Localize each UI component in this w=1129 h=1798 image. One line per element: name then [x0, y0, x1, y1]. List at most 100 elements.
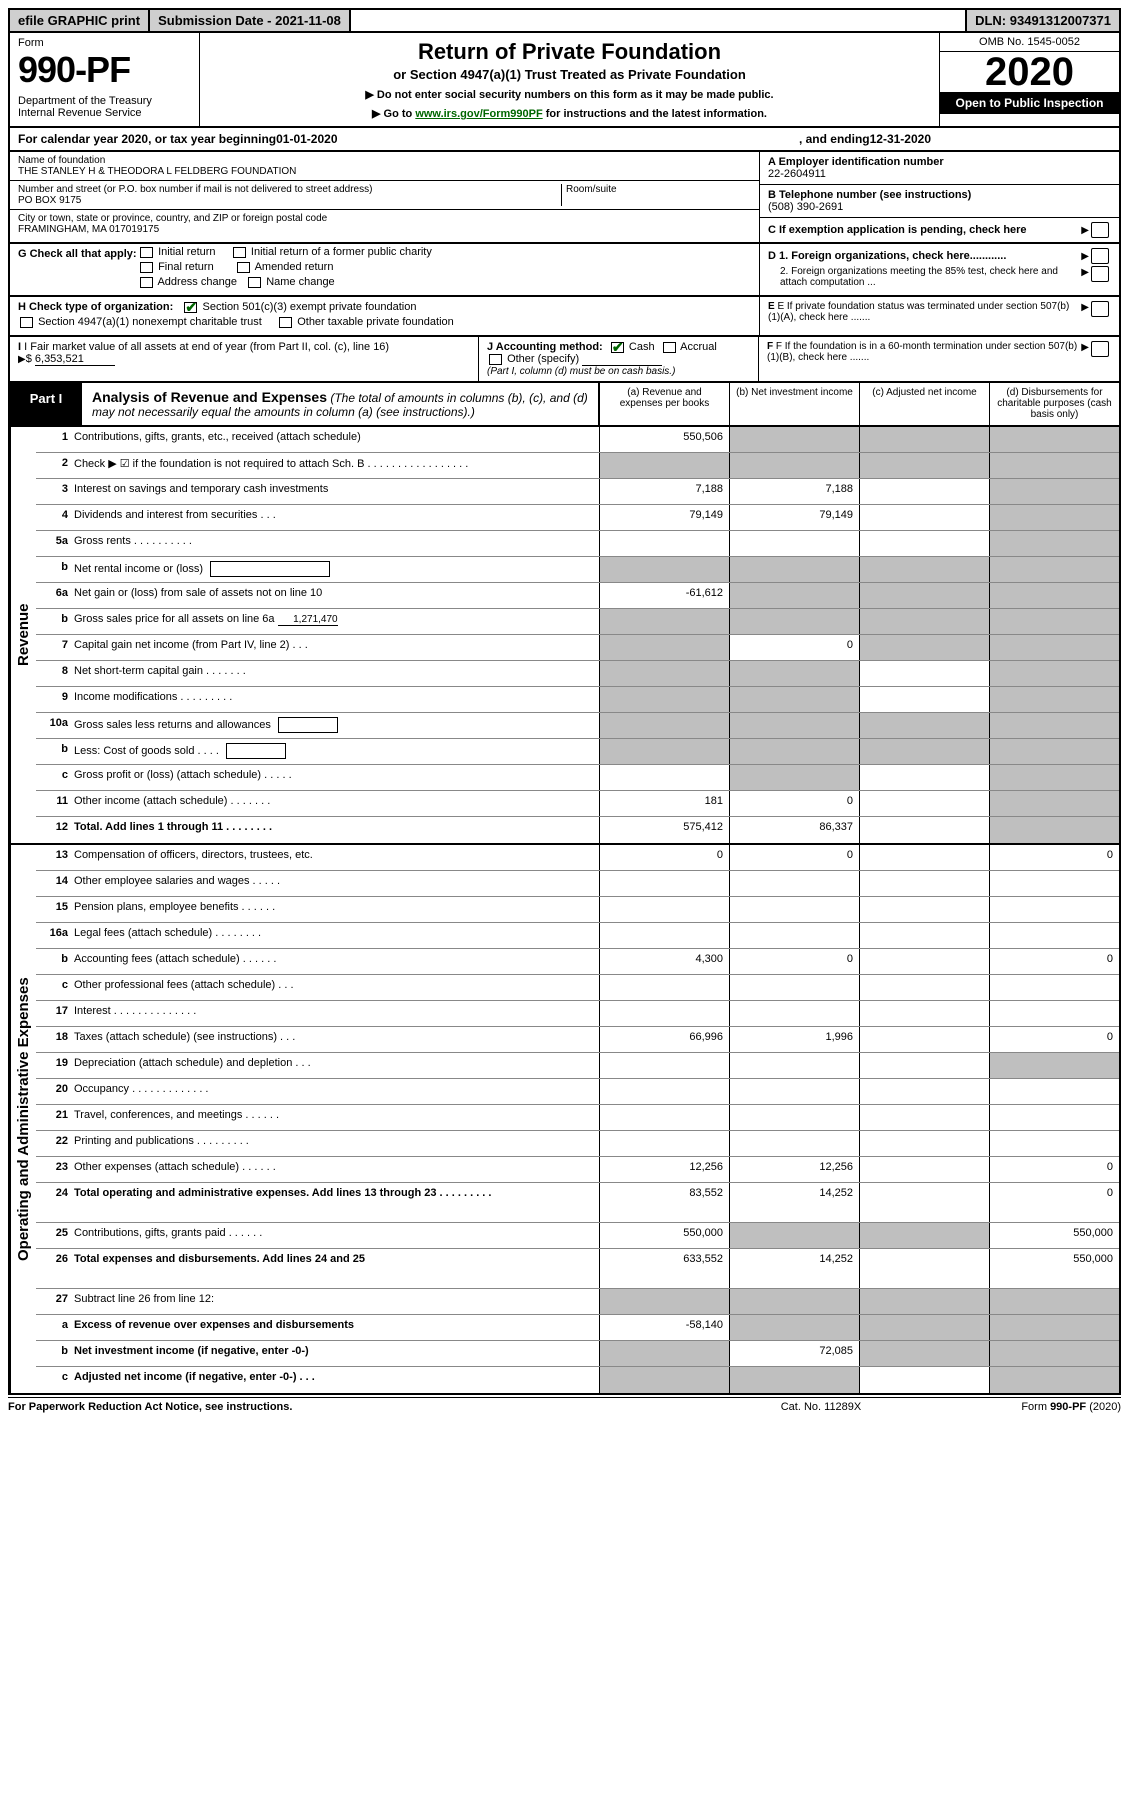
form-note-1: ▶ Do not enter social security numbers o… — [212, 88, 927, 101]
line-17-desc: Interest . . . . . . . . . . . . . . — [72, 1001, 599, 1026]
501c3-checkbox[interactable] — [184, 302, 197, 313]
f-checkbox[interactable] — [1091, 341, 1109, 357]
irs-link[interactable]: www.irs.gov/Form990PF — [415, 108, 542, 120]
d2-label: 2. Foreign organizations meeting the 85%… — [768, 266, 1081, 288]
line-11-desc: Other income (attach schedule) . . . . .… — [72, 791, 599, 816]
year-end: 12-31-2020 — [870, 132, 931, 146]
name-label: Name of foundation — [18, 155, 751, 166]
ijf-block: I I Fair market value of all assets at e… — [8, 337, 1121, 383]
g-label: G Check all that apply: — [18, 248, 137, 260]
line-15-desc: Pension plans, employee benefits . . . .… — [72, 897, 599, 922]
d2-checkbox[interactable] — [1091, 266, 1109, 282]
j-note: (Part I, column (d) must be on cash basi… — [487, 366, 750, 377]
col-d-header: (d) Disbursements for charitable purpose… — [989, 383, 1119, 425]
i-label: I Fair market value of all assets at end… — [24, 341, 389, 353]
line-10b-desc: Less: Cost of goods sold . . . . — [72, 739, 599, 764]
other-method-checkbox[interactable] — [489, 354, 502, 365]
line-27c-desc: Adjusted net income (if negative, enter … — [72, 1367, 599, 1393]
line-13-desc: Compensation of officers, directors, tru… — [72, 845, 599, 870]
line-24-desc: Total operating and administrative expen… — [72, 1183, 599, 1222]
phone-label: B Telephone number (see instructions) — [768, 189, 1111, 201]
dln-value: 93491312007371 — [1010, 13, 1111, 28]
4947a1-checkbox[interactable] — [20, 317, 33, 328]
revenue-side-label: Revenue — [10, 427, 36, 843]
arrow-icon — [1081, 224, 1089, 236]
page-footer: For Paperwork Reduction Act Notice, see … — [8, 1397, 1121, 1413]
addr-label: Number and street (or P.O. box number if… — [18, 184, 561, 195]
j-label: J Accounting method: — [487, 341, 603, 353]
cat-number: Cat. No. 11289X — [721, 1401, 921, 1413]
ein-value: 22-2604911 — [768, 168, 1111, 180]
address-change-checkbox[interactable] — [140, 277, 153, 288]
subdate-label: Submission Date - — [158, 13, 275, 28]
cash-checkbox[interactable] — [611, 342, 624, 353]
year-begin: 01-01-2020 — [276, 132, 337, 146]
form-header: Form 990-PF Department of the Treasury I… — [8, 33, 1121, 128]
final-return-checkbox[interactable] — [140, 262, 153, 273]
checks-block-he: H Check type of organization: Section 50… — [8, 297, 1121, 337]
phone-value: (508) 390-2691 — [768, 201, 1111, 213]
line-10a-desc: Gross sales less returns and allowances — [72, 713, 599, 738]
line-1-desc: Contributions, gifts, grants, etc., rece… — [72, 427, 599, 452]
form-number: 990-PF — [18, 49, 191, 91]
line-6b-desc: Gross sales price for all assets on line… — [72, 609, 599, 634]
exemption-pending-checkbox[interactable] — [1091, 222, 1109, 238]
dln: DLN: 93491312007371 — [965, 10, 1119, 31]
line-8-desc: Net short-term capital gain . . . . . . … — [72, 661, 599, 686]
form-word: Form — [18, 37, 191, 49]
name-change-checkbox[interactable] — [248, 277, 261, 288]
line-18-desc: Taxes (attach schedule) (see instruction… — [72, 1027, 599, 1052]
line-23-desc: Other expenses (attach schedule) . . . .… — [72, 1157, 599, 1182]
paperwork-notice: For Paperwork Reduction Act Notice, see … — [8, 1401, 721, 1413]
line-4-desc: Dividends and interest from securities .… — [72, 505, 599, 530]
department: Department of the Treasury Internal Reve… — [18, 95, 191, 119]
line-5a-desc: Gross rents . . . . . . . . . . — [72, 531, 599, 556]
exemption-pending-label: C If exemption application is pending, c… — [768, 224, 1081, 236]
calendar-year-row: For calendar year 2020, or tax year begi… — [8, 128, 1121, 152]
arrow-icon — [1081, 250, 1089, 262]
foundation-name: THE STANLEY H & THEODORA L FELDBERG FOUN… — [18, 166, 751, 177]
top-bar: efile GRAPHIC print Submission Date - 20… — [8, 8, 1121, 33]
part1-title: Analysis of Revenue and Expenses (The to… — [82, 383, 599, 425]
i-value: 6,353,521 — [35, 353, 115, 366]
accrual-checkbox[interactable] — [663, 342, 676, 353]
initial-return-former-checkbox[interactable] — [233, 247, 246, 258]
e-checkbox[interactable] — [1091, 301, 1109, 317]
col-a-header: (a) Revenue and expenses per books — [599, 383, 729, 425]
line-12-desc: Total. Add lines 1 through 11 . . . . . … — [72, 817, 599, 843]
expenses-side-label: Operating and Administrative Expenses — [10, 845, 36, 1393]
line-16b-desc: Accounting fees (attach schedule) . . . … — [72, 949, 599, 974]
h-label: H Check type of organization: — [18, 301, 173, 313]
line-7-desc: Capital gain net income (from Part IV, l… — [72, 635, 599, 660]
line-9-desc: Income modifications . . . . . . . . . — [72, 687, 599, 712]
tax-year: 2020 — [940, 52, 1119, 92]
arrow-icon — [1081, 266, 1089, 278]
expenses-table: Operating and Administrative Expenses 13… — [8, 845, 1121, 1395]
efile-label[interactable]: efile GRAPHIC print — [10, 10, 150, 31]
amended-return-checkbox[interactable] — [237, 262, 250, 273]
line-25-desc: Contributions, gifts, grants paid . . . … — [72, 1223, 599, 1248]
line-5b-desc: Net rental income or (loss) — [72, 557, 599, 582]
d1-checkbox[interactable] — [1091, 248, 1109, 264]
line-21-desc: Travel, conferences, and meetings . . . … — [72, 1105, 599, 1130]
foundation-city: FRAMINGHAM, MA 017019175 — [18, 224, 751, 235]
arrow-icon — [1081, 301, 1089, 313]
ein-label: A Employer identification number — [768, 156, 1111, 168]
dln-label: DLN: — [975, 13, 1010, 28]
checks-block-gd: G Check all that apply: Initial return I… — [8, 244, 1121, 297]
initial-return-checkbox[interactable] — [140, 247, 153, 258]
other-taxable-checkbox[interactable] — [279, 317, 292, 328]
line-16a-desc: Legal fees (attach schedule) . . . . . .… — [72, 923, 599, 948]
line-3-desc: Interest on savings and temporary cash i… — [72, 479, 599, 504]
col-b-header: (b) Net investment income — [729, 383, 859, 425]
form-ref: Form 990-PF (2020) — [921, 1401, 1121, 1413]
room-label: Room/suite — [561, 184, 751, 206]
line-26-desc: Total expenses and disbursements. Add li… — [72, 1249, 599, 1288]
city-label: City or town, state or province, country… — [18, 213, 751, 224]
identity-block: Name of foundation THE STANLEY H & THEOD… — [8, 152, 1121, 244]
subdate-value: 2021-11-08 — [275, 13, 341, 28]
e-label: E If private foundation status was termi… — [768, 301, 1069, 323]
part1-label: Part I — [10, 383, 82, 425]
line-20-desc: Occupancy . . . . . . . . . . . . . — [72, 1079, 599, 1104]
line-2-desc: Check ▶ ☑ if the foundation is not requi… — [72, 453, 599, 478]
